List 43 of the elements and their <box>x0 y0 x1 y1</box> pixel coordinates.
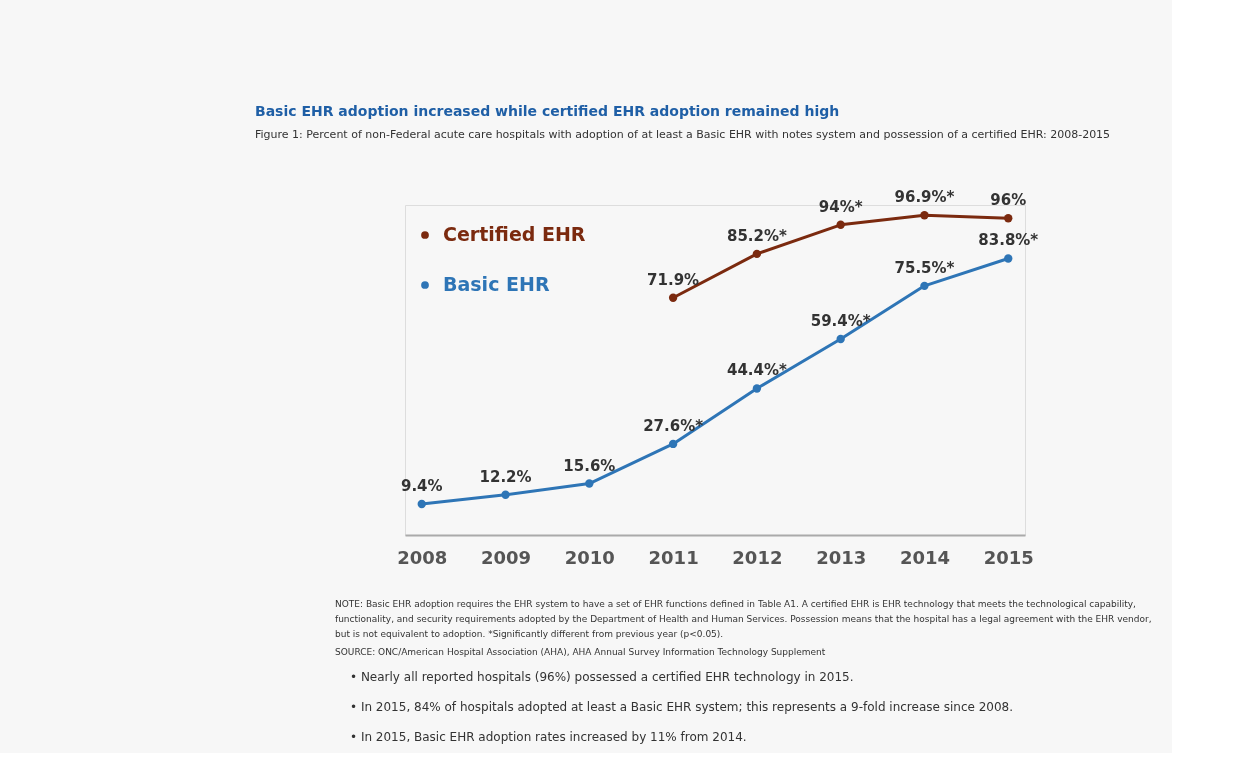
legend-label: Certified EHR <box>443 223 586 245</box>
point <box>417 499 426 509</box>
text: • Nearly all reported hospitals (96%) possessed a certified EHR technology in 2015. <box>350 670 854 684</box>
data-label: 9.4% <box>400 476 443 495</box>
x-tick-label: 2015 <box>983 546 1034 568</box>
point <box>501 490 510 499</box>
point <box>836 220 845 229</box>
x-tick-label: 2012 <box>732 546 783 568</box>
data-label: 59.4%* <box>810 311 871 330</box>
x-tick-label: 2011 <box>648 546 699 568</box>
chart-title: Basic EHR adoption increased while certified EHR adoption remained high <box>255 103 840 120</box>
point <box>752 249 762 259</box>
data-label: 94%* <box>818 197 863 216</box>
text: • In 2015, Basic EHR adoption rates increased by 11% from 2014. <box>350 730 747 744</box>
text: NOTE: Basic EHR adoption requires the EHR system to have a set of EHR functions defined in Table A1. A certified EHR is EHR technology that meets the technological capability, functionality, and security requirements adopted by the Department of Health and Human Services. Possession means that the hospital has a legal agreement with the EHR vendor, but is not equivalent to adoption. *Significantly different from previous year (p<0.05). <box>335 599 1152 639</box>
data-label: 44.4%* <box>726 361 787 380</box>
point <box>585 479 594 488</box>
point <box>920 281 929 291</box>
data-label: 96% <box>990 191 1027 210</box>
data-label: 71.9% <box>647 270 700 289</box>
data-label: 27.6%* <box>643 416 704 435</box>
x-tick-label: 2010 <box>564 546 615 568</box>
chart-subtitle: Figure 1: Percent of non-Federal acute care hospitals with adoption of at least a Basic EHR with notes system and possession of a certified EHR: 2008-2015 <box>255 128 1111 142</box>
legend-label: Basic EHR <box>443 273 550 295</box>
point <box>920 211 929 220</box>
point <box>1004 214 1013 223</box>
point <box>668 293 678 302</box>
data-label: 85.2%* <box>726 226 787 245</box>
x-tick-label: 2013 <box>816 546 867 568</box>
point <box>836 334 845 344</box>
data-label: 75.5%* <box>894 258 955 277</box>
data-label: 96.9%* <box>894 188 955 207</box>
data-label: 15.6% <box>563 456 616 475</box>
text: • In 2015, 84% of hospitals adopted at least a Basic EHR system; this represents a 9-fold increase since 2008. <box>350 700 1014 714</box>
point <box>668 439 678 449</box>
point <box>1004 254 1013 263</box>
x-tick-label: 2014 <box>899 546 951 568</box>
x-tick-label: 2009 <box>480 546 532 568</box>
data-label: 83.8%* <box>978 231 1039 250</box>
x-tick-label: 2008 <box>397 546 448 568</box>
data-label: 12.2% <box>479 467 532 486</box>
point <box>752 384 762 393</box>
source-note: SOURCE: ONC/American Hospital Association (AHA), AHA Annual Survey Information Technology Supplement <box>335 647 826 657</box>
